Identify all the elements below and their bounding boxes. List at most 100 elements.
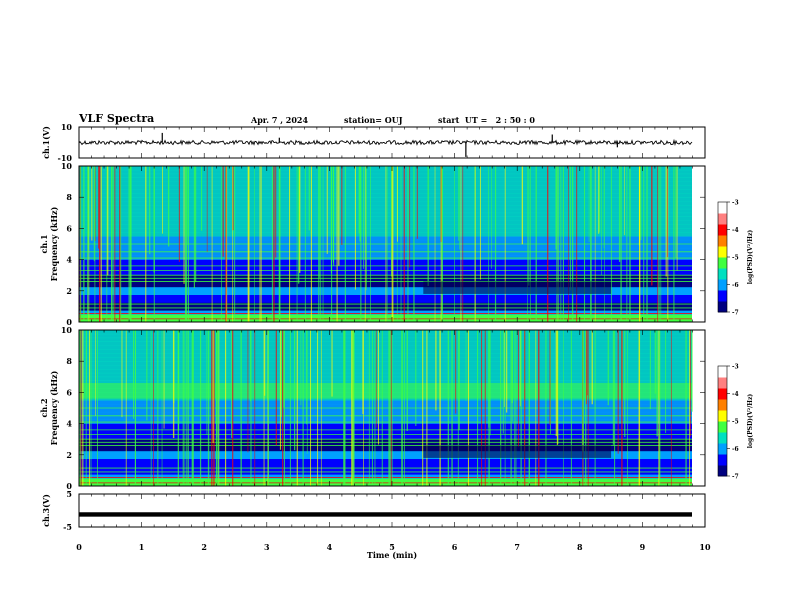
ch1-spectrogram-band bbox=[79, 286, 692, 292]
colorbar-cell bbox=[718, 386, 727, 389]
colorbar-cell bbox=[718, 295, 727, 298]
x-tick-label: 9 bbox=[640, 542, 646, 552]
ch1-spectrogram-band bbox=[79, 201, 692, 206]
colorbar-cell bbox=[718, 382, 727, 385]
colorbar-cell bbox=[718, 262, 727, 265]
colorbar-tick-label: -7 bbox=[732, 474, 739, 481]
ch2-spectrogram-band bbox=[79, 458, 692, 463]
colorbar-tick-label: -7 bbox=[732, 310, 739, 317]
colorbar-cell bbox=[718, 253, 727, 256]
colorbar-cell bbox=[718, 220, 727, 223]
date-label: Apr. 7 , 2024 bbox=[251, 115, 309, 125]
ch3-ytick: 5 bbox=[66, 489, 72, 499]
colorbar-cell bbox=[718, 202, 727, 205]
ch2-spectrogram-band bbox=[79, 372, 692, 378]
ch1-spectrogram-band bbox=[79, 247, 692, 253]
x-tick-label: 5 bbox=[389, 542, 395, 552]
ch1-spectrogram-band bbox=[79, 197, 692, 202]
colorbar-cell bbox=[718, 395, 727, 398]
colorbar-cell bbox=[718, 203, 727, 207]
colorbar-cell bbox=[718, 224, 727, 227]
ch1-ylabel: ch.1(V) bbox=[41, 126, 51, 159]
ch2-spectrogram-band bbox=[79, 431, 692, 436]
colorbar-cell bbox=[718, 397, 727, 400]
spec-ytick: 4 bbox=[66, 419, 72, 429]
colorbar-cell bbox=[718, 472, 727, 475]
x-tick-label: 10 bbox=[699, 542, 711, 552]
ch1-spectrogram-band bbox=[79, 220, 692, 225]
ch2-spectrogram-band bbox=[79, 478, 692, 483]
ch2-spectrogram-band bbox=[79, 466, 692, 471]
ch2-spectrogram-band bbox=[79, 474, 692, 479]
ch1-spectrogram-band bbox=[79, 193, 692, 198]
ch1-spectrogram-band bbox=[79, 189, 692, 194]
colorbar-cell bbox=[718, 225, 727, 229]
ch1-spectrogram-band bbox=[79, 216, 692, 221]
ch1-spectrogram-band bbox=[79, 298, 692, 303]
ch2-spectrogram-band bbox=[79, 330, 692, 335]
ch1-ytick: -10 bbox=[58, 153, 73, 163]
colorbar-cell bbox=[718, 279, 727, 282]
x-tick-label: 3 bbox=[264, 542, 270, 552]
colorbar-cell bbox=[718, 433, 727, 437]
ch1-spectrogram-band bbox=[79, 310, 692, 315]
colorbar-cell bbox=[718, 463, 727, 466]
colorbar-label: log(PSD)(V²/Hz) bbox=[747, 230, 754, 285]
ch1-spectrogram-band bbox=[79, 212, 692, 217]
colorbar-tick-label: -5 bbox=[732, 255, 739, 262]
ch1-spectrogram-band bbox=[79, 318, 692, 323]
ch1-spectrogram-band bbox=[79, 185, 692, 190]
colorbar-cell bbox=[718, 411, 727, 415]
ch2-spectrogram-band bbox=[79, 365, 692, 370]
colorbar-cell bbox=[718, 426, 727, 429]
colorbar-tick-label: -6 bbox=[732, 282, 739, 289]
ch2-spectrogram-band bbox=[79, 337, 692, 342]
ch3-ylabel: ch.3(V) bbox=[41, 494, 51, 527]
colorbar-cell bbox=[718, 378, 727, 382]
colorbar-cell bbox=[718, 255, 727, 258]
colorbar-cell bbox=[718, 443, 727, 446]
colorbar-cell bbox=[718, 439, 727, 442]
colorbar-cell bbox=[718, 419, 727, 422]
colorbar-cell bbox=[718, 459, 727, 462]
colorbar-cell bbox=[718, 251, 727, 254]
colorbar-tick-label: -4 bbox=[732, 227, 739, 234]
colorbar-cell bbox=[718, 207, 727, 210]
ch1-spectrogram-band bbox=[79, 177, 692, 182]
x-tick-label: 6 bbox=[452, 542, 458, 552]
colorbar-cell bbox=[718, 391, 727, 394]
spec-ytick: 8 bbox=[66, 192, 72, 202]
x-axis-label: Time (min) bbox=[367, 550, 417, 560]
colorbar-cell bbox=[718, 257, 727, 260]
colorbar-cell bbox=[718, 260, 727, 263]
colorbar-cell bbox=[718, 284, 727, 287]
colorbar-cell bbox=[718, 266, 727, 269]
ch2-spectrogram-band bbox=[79, 450, 692, 456]
ch1-spectrogram-band bbox=[79, 302, 692, 307]
colorbar-cell bbox=[718, 452, 727, 455]
x-tick-label: 0 bbox=[76, 542, 82, 552]
ch2-spectrogram-band bbox=[79, 333, 692, 339]
ch1-spectrogram-band bbox=[79, 267, 692, 272]
colorbar-cell bbox=[718, 432, 727, 435]
colorbar-cell bbox=[718, 205, 727, 208]
x-tick-label: 4 bbox=[327, 542, 333, 552]
colorbar-cell bbox=[718, 216, 727, 219]
spec-ytick: 4 bbox=[66, 255, 72, 265]
colorbar-cell bbox=[718, 214, 727, 218]
colorbar-cell bbox=[718, 455, 727, 459]
colorbar-cell bbox=[718, 218, 727, 221]
colorbar-cell bbox=[718, 417, 727, 420]
colorbar-cell bbox=[718, 415, 727, 418]
colorbar-cell bbox=[718, 421, 727, 424]
ch1-spectrogram-dark-patch bbox=[423, 281, 612, 294]
colorbar-cell bbox=[718, 229, 727, 232]
spec-ytick: 8 bbox=[66, 356, 72, 366]
colorbar-cell bbox=[718, 424, 727, 427]
colorbar-cell bbox=[718, 461, 727, 464]
colorbar-cell bbox=[718, 269, 727, 273]
ch3-trace bbox=[79, 512, 692, 517]
colorbar-cell bbox=[718, 422, 727, 426]
ch1-spectrogram-band bbox=[79, 224, 692, 229]
